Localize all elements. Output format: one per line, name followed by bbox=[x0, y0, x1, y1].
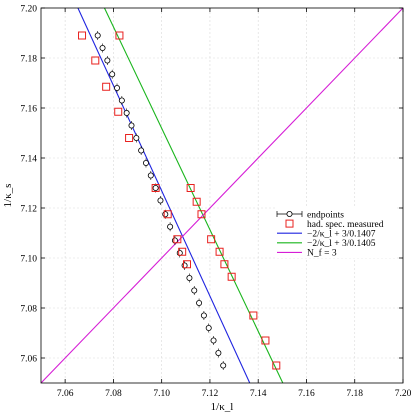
legend-background bbox=[275, 207, 395, 258]
tick-layer: 7.06 7.08 7.10 7.12 7.14 7.16 7.18 7.20 7.06 7.08… bbox=[20, 5, 411, 400]
measured-marker bbox=[197, 210, 206, 219]
legend-entry: had. spec. measured bbox=[285, 219, 384, 230]
endpoint-marker bbox=[162, 211, 169, 218]
endpoint-marker bbox=[123, 110, 130, 117]
measured-marker bbox=[151, 184, 160, 192]
endpoint-marker bbox=[104, 57, 111, 64]
y-tick-label: 7.20 bbox=[20, 5, 37, 15]
legend-label: −2/κ_l + 3/0.1407 bbox=[307, 230, 376, 240]
endpoint-marker bbox=[205, 324, 212, 331]
y-tick-label: 7.10 bbox=[20, 255, 37, 265]
endpoint-marker bbox=[99, 45, 106, 52]
endpoint-marker bbox=[118, 97, 125, 104]
legend-label: N_f = 3 bbox=[307, 248, 337, 259]
line-layer bbox=[41, 8, 403, 383]
legend-entry: −2/κ_l + 3/0.1405 bbox=[277, 239, 376, 249]
series-line-4 bbox=[41, 8, 403, 383]
y-tick-label: 7.08 bbox=[20, 305, 37, 315]
endpoint-marker bbox=[200, 312, 207, 319]
x-tick-label: 7.06 bbox=[57, 389, 74, 399]
y-tick-label: 7.06 bbox=[20, 355, 37, 365]
x-axis-label: 1/κ_l bbox=[211, 401, 234, 413]
legend-swatch-square bbox=[285, 219, 294, 228]
measured-marker bbox=[125, 134, 134, 142]
point-layer bbox=[78, 31, 281, 370]
legend-entry: endpoints bbox=[276, 210, 344, 220]
x-tick-label: 7.16 bbox=[298, 389, 315, 399]
plot-frame bbox=[40, 7, 404, 384]
measured-marker bbox=[186, 184, 195, 192]
y-axis-label: 1/κ_s bbox=[2, 184, 14, 208]
endpoint-marker bbox=[220, 362, 227, 369]
y-tick-label: 7.18 bbox=[20, 55, 37, 65]
endpoint-marker bbox=[186, 274, 193, 281]
endpoint-marker bbox=[128, 122, 135, 129]
legend-swatch-circle bbox=[286, 210, 293, 217]
x-tick-label: 7.08 bbox=[105, 389, 122, 399]
legend-entry: N_f = 3 bbox=[277, 248, 337, 259]
y-tick-label: 7.12 bbox=[20, 205, 37, 215]
measured-marker bbox=[173, 235, 182, 244]
measured-marker bbox=[115, 31, 124, 40]
x-tick-label: 7.20 bbox=[395, 389, 412, 399]
measured-marker bbox=[78, 31, 87, 40]
endpoint-marker bbox=[167, 223, 174, 230]
endpoint-marker bbox=[215, 349, 222, 356]
x-tick-label: 7.10 bbox=[153, 389, 170, 399]
series-line-2 bbox=[77, 8, 251, 383]
endpoint-marker bbox=[94, 32, 101, 39]
measured-marker bbox=[272, 361, 281, 370]
measured-marker bbox=[220, 260, 229, 269]
legend-label: endpoints bbox=[307, 210, 344, 220]
measured-marker bbox=[163, 210, 172, 219]
endpoint-marker bbox=[109, 71, 116, 78]
x-tick-label: 7.18 bbox=[346, 389, 363, 399]
endpoint-marker bbox=[152, 184, 159, 191]
measured-marker bbox=[183, 260, 192, 269]
x-tick-label: 7.12 bbox=[202, 389, 219, 399]
y-tick-label: 7.16 bbox=[20, 105, 37, 115]
measured-marker bbox=[227, 272, 236, 281]
x-tick-label: 7.14 bbox=[250, 389, 267, 399]
measured-marker bbox=[215, 247, 224, 256]
endpoint-marker bbox=[142, 159, 149, 166]
measured-marker bbox=[91, 56, 100, 65]
endpoint-marker bbox=[147, 172, 154, 179]
endpoint-marker bbox=[196, 299, 203, 306]
measured-marker bbox=[192, 197, 201, 206]
measured-marker bbox=[249, 311, 258, 320]
legend-label: −2/κ_l + 3/0.1405 bbox=[307, 239, 376, 249]
endpoint-marker bbox=[191, 287, 198, 294]
legend-label: had. spec. measured bbox=[307, 220, 384, 230]
measured-marker bbox=[261, 336, 270, 345]
measured-marker bbox=[207, 235, 216, 244]
measured-marker bbox=[114, 107, 123, 116]
endpoint-marker bbox=[210, 337, 217, 344]
series-line-3 bbox=[103, 8, 284, 383]
endpoint-marker bbox=[157, 197, 164, 204]
measured-marker bbox=[178, 247, 187, 256]
measured-marker bbox=[102, 82, 111, 91]
endpoint-marker bbox=[114, 85, 121, 92]
endpoint-marker bbox=[138, 147, 145, 154]
endpoint-marker bbox=[133, 134, 140, 141]
y-tick-label: 7.14 bbox=[20, 155, 37, 165]
legend-entry: −2/κ_l + 3/0.1407 bbox=[277, 230, 376, 240]
